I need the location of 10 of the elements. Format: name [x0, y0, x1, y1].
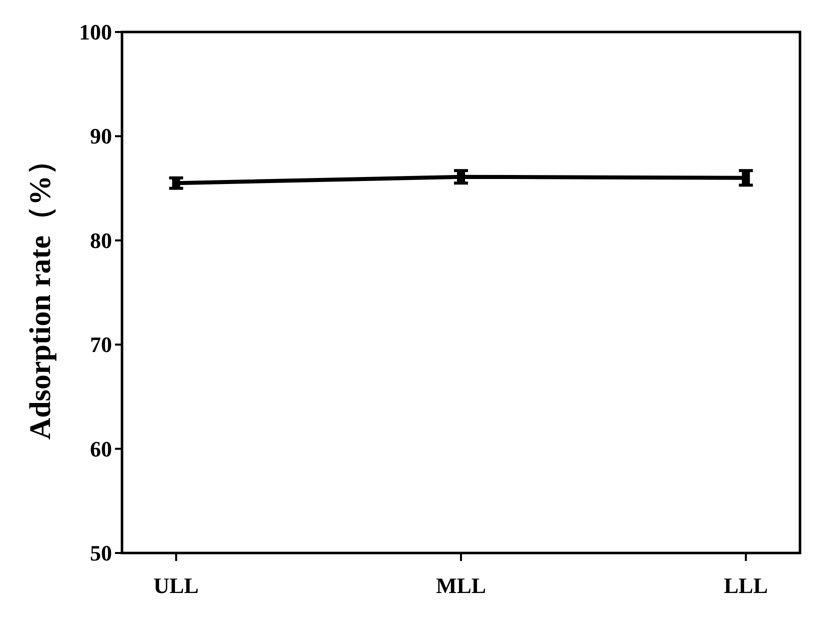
x-tick-label: LLL	[724, 573, 768, 598]
x-tick-label: ULL	[154, 573, 199, 598]
y-tick-label: 100	[79, 20, 112, 44]
y-tick-label: 90	[90, 124, 112, 149]
y-tick-label: 50	[90, 540, 112, 566]
y-axis-title: Adsorption rate（%）	[24, 145, 57, 440]
x-tick-label: MLL	[436, 573, 486, 598]
y-tick-label: 80	[90, 228, 112, 253]
y-tick-label: 60	[90, 436, 112, 462]
y-tick-label: 70	[90, 332, 112, 358]
